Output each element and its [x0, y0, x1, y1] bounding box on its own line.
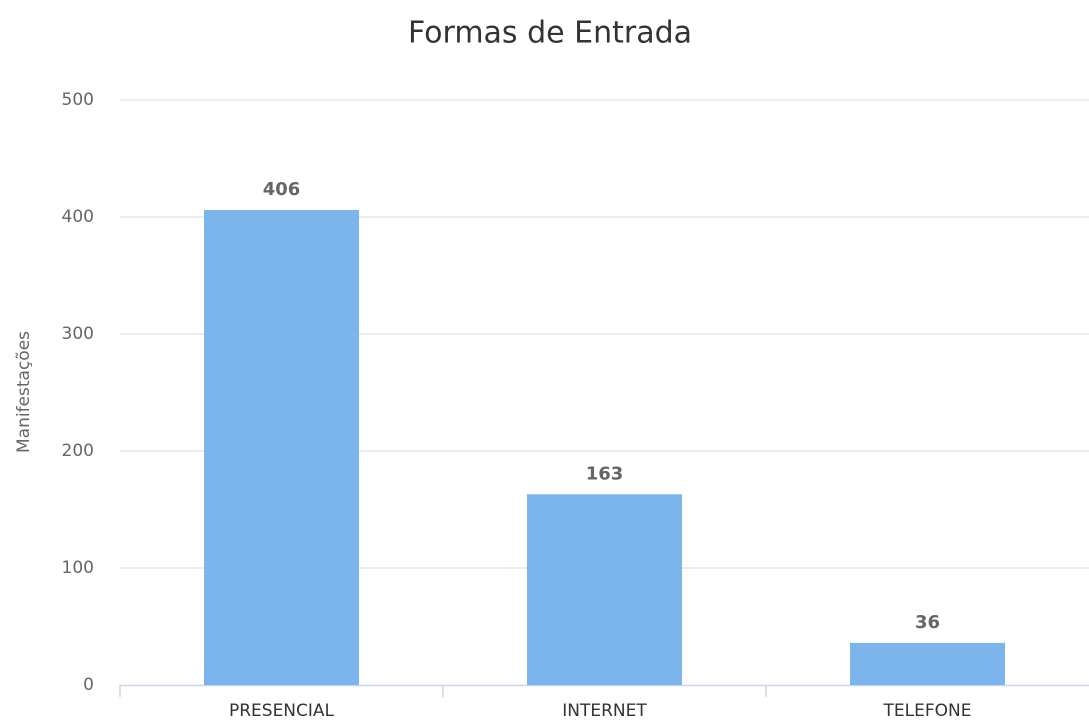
x-tick-label: TELEFONE	[883, 701, 972, 721]
x-tick-label: INTERNET	[562, 701, 647, 721]
y-axis-label: Manifestações	[14, 331, 34, 453]
x-tick-label: PRESENCIAL	[229, 701, 335, 721]
data-label: 406	[263, 179, 301, 200]
y-tick-label: 400	[62, 207, 94, 227]
y-tick-label: 300	[62, 324, 94, 344]
y-tick-label: 200	[62, 441, 94, 461]
bar	[849, 642, 1006, 685]
y-tick-label: 100	[62, 558, 94, 578]
bar	[526, 494, 683, 685]
data-label: 36	[915, 612, 940, 633]
data-label: 163	[586, 463, 624, 484]
chart-title: Formas de Entrada	[408, 16, 692, 51]
y-tick-label: 0	[83, 675, 94, 695]
y-tick-label: 500	[62, 90, 94, 110]
bar	[203, 209, 360, 686]
